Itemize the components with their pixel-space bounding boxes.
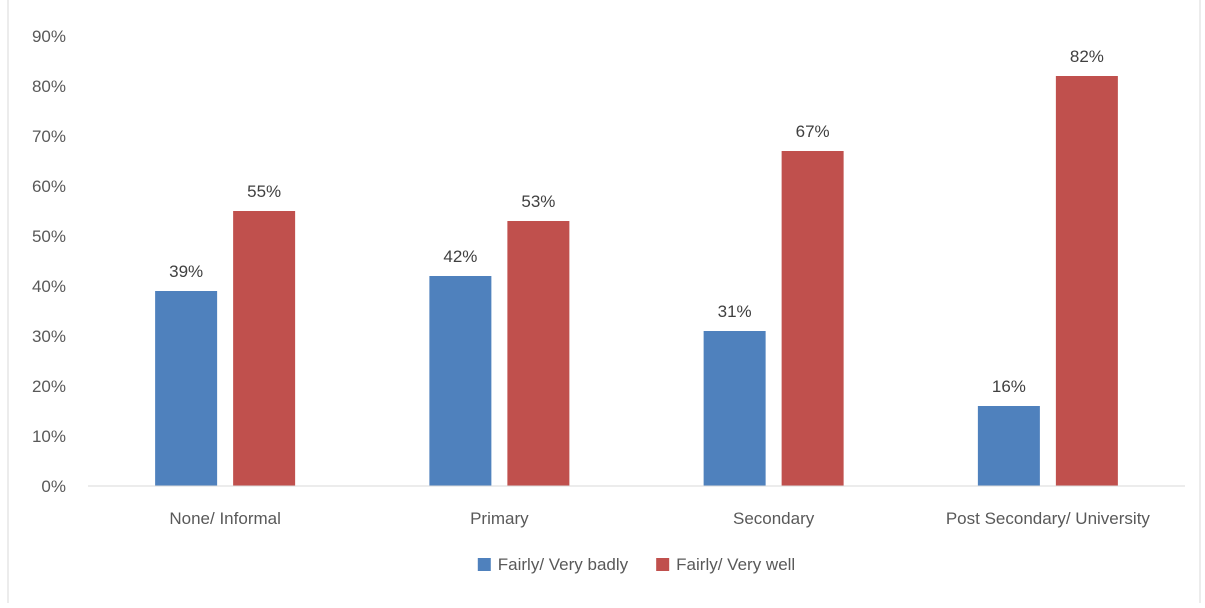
bar xyxy=(507,221,570,486)
y-tick-label: 10% xyxy=(32,427,66,446)
data-label: 55% xyxy=(247,182,281,201)
x-tick-label: Secondary xyxy=(733,509,815,528)
y-tick-label: 40% xyxy=(32,277,66,296)
data-label: 31% xyxy=(718,302,752,321)
bar xyxy=(1055,76,1118,486)
y-axis: 0% 10% 20% 30% 40% 50% 60% 70% 80% 90% xyxy=(32,27,66,496)
legend-label: Fairly/ Very well xyxy=(676,555,795,574)
bar xyxy=(703,331,766,486)
data-label: 42% xyxy=(443,247,477,266)
x-tick-label: Primary xyxy=(470,509,529,528)
x-tick-label: Post Secondary/ University xyxy=(946,509,1151,528)
bar xyxy=(155,291,218,486)
bar xyxy=(781,151,844,486)
data-label: 82% xyxy=(1070,47,1104,66)
y-tick-label: 60% xyxy=(32,177,66,196)
y-tick-label: 90% xyxy=(32,27,66,46)
x-axis: None/ Informal Primary Secondary Post Secon… xyxy=(88,485,1185,528)
data-label: 39% xyxy=(169,262,203,281)
y-tick-label: 80% xyxy=(32,77,66,96)
y-tick-label: 30% xyxy=(32,327,66,346)
legend-swatch xyxy=(656,558,670,571)
data-label: 53% xyxy=(521,192,555,211)
data-label: 67% xyxy=(796,122,830,141)
bar-group: 39% 42% 31% 16% 55% 53% 67% 82% xyxy=(155,47,1118,486)
legend: Fairly/ Very badly Fairly/ Very well xyxy=(477,555,795,574)
y-tick-label: 0% xyxy=(41,477,66,496)
y-tick-label: 70% xyxy=(32,127,66,146)
legend-label: Fairly/ Very badly xyxy=(498,555,629,574)
y-tick-label: 20% xyxy=(32,377,66,396)
y-tick-label: 50% xyxy=(32,227,66,246)
bar xyxy=(233,211,296,486)
legend-swatch xyxy=(477,558,491,571)
bar xyxy=(429,276,492,486)
x-tick-label: None/ Informal xyxy=(169,509,281,528)
data-label: 16% xyxy=(992,377,1026,396)
bar xyxy=(977,406,1040,486)
